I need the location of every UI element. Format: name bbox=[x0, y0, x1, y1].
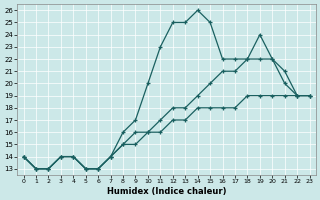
X-axis label: Humidex (Indice chaleur): Humidex (Indice chaleur) bbox=[107, 187, 226, 196]
